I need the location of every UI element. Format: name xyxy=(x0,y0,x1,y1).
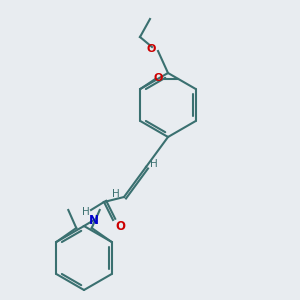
Text: O: O xyxy=(115,220,125,232)
Text: O: O xyxy=(146,44,156,54)
Text: H: H xyxy=(82,207,90,217)
Text: H: H xyxy=(150,159,158,169)
Text: H: H xyxy=(112,189,120,199)
Text: O: O xyxy=(154,73,163,83)
Text: N: N xyxy=(89,214,99,226)
